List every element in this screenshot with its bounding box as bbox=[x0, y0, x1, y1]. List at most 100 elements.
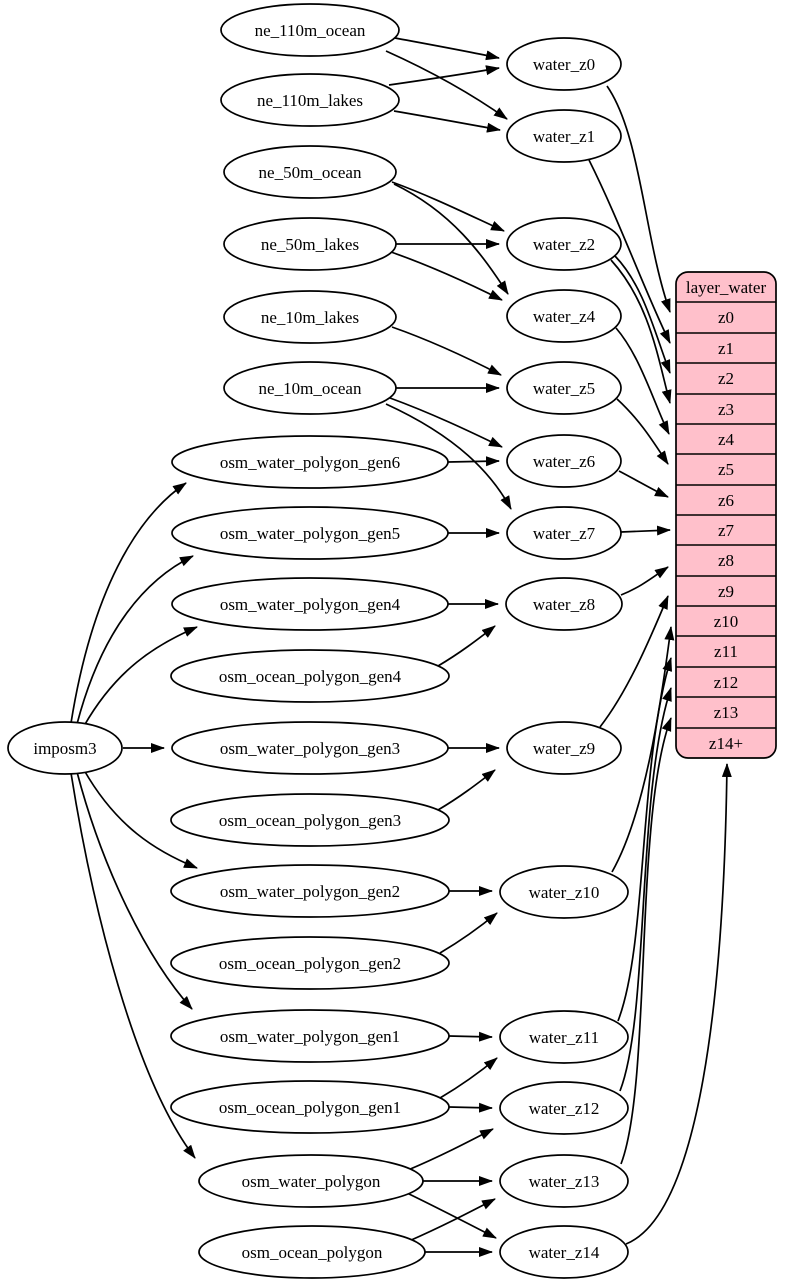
edge-imposm3-to-osm-water-polygon-gen6 bbox=[70, 482, 187, 724]
node-osm-ocean-polygon-gen2-shape bbox=[170, 936, 450, 990]
node-water-z1-shape bbox=[506, 109, 622, 163]
node-osm-water-polygon-gen5-label: osm_water_polygon_gen5 bbox=[220, 524, 400, 543]
table-row-label-z0: z0 bbox=[718, 308, 734, 327]
node-water-z2-shape bbox=[506, 217, 622, 271]
node-water-z11-shape bbox=[499, 1010, 629, 1064]
node-osm-water-polygon-gen6-shape bbox=[171, 435, 449, 489]
node-water-z1-label: water_z1 bbox=[533, 127, 595, 146]
table-row-label-z4: z4 bbox=[718, 430, 735, 449]
layer-water-title: layer_water bbox=[686, 278, 767, 297]
node-osm-water-polygon-gen6-label: osm_water_polygon_gen6 bbox=[220, 453, 400, 472]
edge-ne-110m-ocean-to-water-z0 bbox=[394, 37, 500, 61]
node-water-z12-shape bbox=[499, 1081, 629, 1135]
node-osm-ocean-polygon-gen3-label: osm_ocean_polygon_gen3 bbox=[219, 811, 401, 830]
node-osm-ocean-polygon-gen4-label: osm_ocean_polygon_gen4 bbox=[219, 667, 402, 686]
node-layer: ne_110m_ocean ne_110m_lakes ne_50m_ocean… bbox=[7, 3, 629, 1279]
edge-osm-ocean-polygon-gen1-to-water-z12 bbox=[448, 1102, 493, 1113]
edge-imposm3-to-osm-water-polygon-gen4 bbox=[83, 626, 198, 727]
edge-ne-50m-ocean-to-water-z4 bbox=[393, 183, 509, 295]
table-row-label-z13: z13 bbox=[714, 703, 739, 722]
node-osm-water-polygon-shape bbox=[198, 1154, 424, 1208]
edge-ne-110m-lakes-to-water-z1 bbox=[393, 110, 501, 133]
table-row-label-z5: z5 bbox=[718, 460, 734, 479]
node-water-z14-label: water_z14 bbox=[529, 1243, 600, 1262]
table-row-label-z9: z9 bbox=[718, 582, 734, 601]
node-ne-50m-ocean-label: ne_50m_ocean bbox=[259, 163, 362, 182]
node-water-z2-label: water_z2 bbox=[533, 235, 595, 254]
edge-imposm3-to-osm-water-polygon-gen2 bbox=[83, 769, 198, 869]
edge-water-z2-to-row-z3 bbox=[610, 259, 672, 404]
edge-water-z5-to-row-z5 bbox=[616, 398, 669, 465]
edge-ne-110m-ocean-to-water-z1 bbox=[385, 50, 508, 120]
edge-osm-ocean-polygon-gen4-to-water-z8 bbox=[437, 625, 496, 667]
edge-water-z0-to-row-z0 bbox=[606, 85, 671, 313]
edge-imposm3-to-osm-water-polygon-gen1 bbox=[76, 771, 193, 1010]
edge-ne-50m-lakes-to-water-z4 bbox=[390, 251, 503, 301]
table-row-label-z10: z10 bbox=[714, 612, 739, 631]
edge-ne-10m-ocean-to-water-z7 bbox=[385, 403, 512, 510]
edge-ne-10m-ocean-to-water-z6 bbox=[389, 397, 503, 448]
node-water-z8-label: water_z8 bbox=[533, 595, 595, 614]
edge-water-z13-to-row-z13 bbox=[620, 717, 672, 1165]
edge-osm-ocean-polygon-gen3-to-water-z9 bbox=[437, 769, 496, 811]
node-osm-ocean-polygon-gen2-label: osm_ocean_polygon_gen2 bbox=[219, 954, 401, 973]
node-water-z12-label: water_z12 bbox=[529, 1099, 600, 1118]
node-water-z7-label: water_z7 bbox=[533, 524, 596, 543]
edge-water-z8-to-row-z8 bbox=[620, 566, 669, 596]
node-osm-ocean-polygon-gen1-label: osm_ocean_polygon_gen1 bbox=[219, 1098, 401, 1117]
node-osm-ocean-polygon-shape bbox=[198, 1225, 426, 1279]
edge-ne-10m-lakes-to-water-z5 bbox=[391, 326, 502, 376]
node-osm-ocean-polygon-gen3-shape bbox=[170, 793, 450, 847]
node-imposm3-shape bbox=[7, 721, 123, 775]
node-water-z11-label: water_z11 bbox=[529, 1028, 599, 1047]
node-osm-ocean-polygon-gen1-shape bbox=[170, 1080, 450, 1134]
node-osm-water-polygon-gen4-label: osm_water_polygon_gen4 bbox=[220, 595, 401, 614]
table-row-label-z8: z8 bbox=[718, 551, 734, 570]
edge-osm-water-polygon-gen6-to-water-z6 bbox=[447, 456, 500, 467]
node-water-z6-label: water_z6 bbox=[533, 452, 595, 471]
table-row-label-z11: z11 bbox=[714, 642, 738, 661]
edge-water-z11-to-row-z11 bbox=[617, 657, 672, 1022]
node-water-z5-shape bbox=[506, 361, 622, 415]
node-water-z6-shape bbox=[506, 434, 622, 488]
node-osm-water-polygon-label: osm_water_polygon bbox=[242, 1172, 381, 1191]
edge-imposm3-to-osm-water-polygon bbox=[70, 772, 196, 1159]
node-osm-ocean-polygon-gen4-shape bbox=[170, 649, 450, 703]
layer-water-table: layer_water z0 z1 z2 z3 z4 z5 z6 z7 z8 z… bbox=[675, 271, 777, 759]
edge-water-z14-to-row-z14plus bbox=[625, 763, 732, 1245]
edge-ne-110m-lakes-to-water-z0 bbox=[388, 65, 500, 86]
node-osm-water-polygon-gen2-label: osm_water_polygon_gen2 bbox=[220, 882, 400, 901]
edge-water-z4-to-row-z4 bbox=[615, 327, 670, 435]
table-row-label-z2: z2 bbox=[718, 369, 734, 388]
edge-ne-50m-ocean-to-water-z2 bbox=[391, 181, 505, 232]
node-water-z13-shape bbox=[499, 1154, 629, 1208]
node-water-z0-label: water_z0 bbox=[533, 55, 595, 74]
edge-water-z6-to-row-z6 bbox=[618, 470, 669, 498]
edge-imposm3-to-osm-water-polygon-gen5 bbox=[76, 555, 194, 725]
table-row-label-z3: z3 bbox=[718, 400, 734, 419]
node-ne-50m-lakes-shape bbox=[223, 217, 397, 271]
node-ne-10m-lakes-label: ne_10m_lakes bbox=[261, 308, 359, 327]
node-water-z0-shape bbox=[506, 37, 622, 91]
edge-water-z7-to-row-z7 bbox=[620, 525, 671, 536]
node-ne-10m-lakes-shape bbox=[223, 290, 397, 344]
node-water-z10-label: water_z10 bbox=[529, 883, 600, 902]
node-ne-50m-ocean-shape bbox=[223, 145, 397, 199]
node-osm-water-polygon-gen3-shape bbox=[171, 721, 449, 775]
node-osm-water-polygon-gen2-shape bbox=[170, 864, 450, 918]
node-water-z4-shape bbox=[506, 289, 622, 343]
node-water-z8-shape bbox=[505, 577, 623, 631]
node-water-z9-shape bbox=[506, 721, 622, 775]
node-ne-10m-ocean-label: ne_10m_ocean bbox=[259, 379, 362, 398]
table-row-label-z7: z7 bbox=[718, 521, 735, 540]
node-ne-10m-ocean-shape bbox=[223, 361, 397, 415]
node-water-z7-shape bbox=[506, 506, 622, 560]
node-water-z9-label: water_z9 bbox=[533, 739, 595, 758]
edge-osm-ocean-polygon-gen2-to-water-z10 bbox=[439, 912, 498, 954]
node-osm-water-polygon-gen1-label: osm_water_polygon_gen1 bbox=[220, 1027, 400, 1046]
node-osm-water-polygon-gen3-label: osm_water_polygon_gen3 bbox=[220, 739, 400, 758]
node-water-z5-label: water_z5 bbox=[533, 379, 595, 398]
node-water-z10-shape bbox=[499, 865, 629, 919]
